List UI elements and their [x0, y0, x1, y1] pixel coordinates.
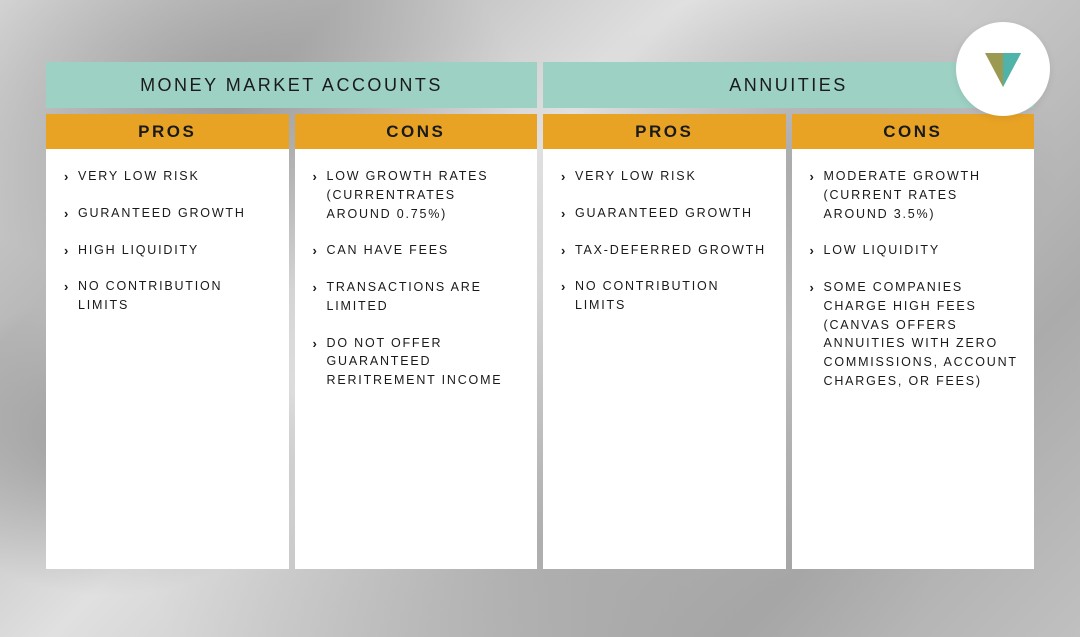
- list-item: High Liquidity: [64, 241, 275, 260]
- list-item: No Contribution Limits: [64, 277, 275, 315]
- list-item-main: Tax-Deferred Growth: [575, 243, 766, 257]
- list-item-main: Moderate Growth: [824, 169, 981, 183]
- list-item-main: Transactions are Limited: [327, 280, 482, 313]
- ann-cons-cell: Moderate Growth (Current rates around 3.5…: [792, 149, 1035, 569]
- subheader-pros-2: Pros: [543, 114, 786, 149]
- subheader-cons-2: Cons: [792, 114, 1035, 149]
- list-item-main: Some companies charge high fees: [824, 280, 977, 313]
- comparison-table: Money Market Accounts Annuities Pros Con…: [46, 62, 1034, 591]
- list-item-main: No Contribution limits: [575, 279, 719, 312]
- list-item: Can Have Fees: [313, 241, 524, 260]
- list-item: Transactions are Limited: [313, 278, 524, 316]
- ann-pros-cell: Very Low Risk Guaranteed Growth Tax-Deferr…: [543, 149, 786, 569]
- list-item: Tax-Deferred Growth: [561, 241, 772, 260]
- mm-pros-cell: Very Low Risk Guranteed Growth High Liquid…: [46, 149, 289, 569]
- list-item-main: Low Growth Rates: [327, 169, 489, 183]
- list-item: Very Low Risk: [64, 167, 275, 186]
- subheader-cons-1: Cons: [295, 114, 538, 149]
- category-header-row: Money Market Accounts Annuities: [46, 62, 1034, 108]
- list-item-sub: (Currentrates around 0.75%): [327, 186, 524, 224]
- list-item-main: High Liquidity: [78, 243, 199, 257]
- list-item-main: No Contribution Limits: [78, 279, 222, 312]
- list-item: Guaranteed Growth: [561, 204, 772, 223]
- content-row: Very Low Risk Guranteed Growth High Liquid…: [46, 149, 1034, 569]
- logo-triangle-icon: [975, 41, 1031, 97]
- subheader-pros-1: Pros: [46, 114, 289, 149]
- list-item-main: Do Not Offer Guaranteed Reritrement inco…: [327, 336, 503, 388]
- mm-cons-cell: Low Growth Rates (Currentrates around 0.7…: [295, 149, 538, 569]
- list-item: Moderate Growth (Current rates around 3.5…: [810, 167, 1021, 223]
- list-item-main: Very Low Risk: [575, 169, 697, 183]
- list-item-sub: (Canvas offers annuities with zero commi…: [824, 316, 1021, 391]
- pros-cons-header-row: Pros Cons Pros Cons: [46, 114, 1034, 149]
- category-money-market: Money Market Accounts: [46, 62, 537, 108]
- list-item: Do Not Offer Guaranteed Reritrement inco…: [313, 334, 524, 390]
- list-item-main: Can Have Fees: [327, 243, 450, 257]
- list-item: Low Liquidity: [810, 241, 1021, 260]
- list-item-main: Guaranteed Growth: [575, 206, 753, 220]
- list-item-sub: (Current rates around 3.5%): [824, 186, 1021, 224]
- list-item-main: Very Low Risk: [78, 169, 200, 183]
- brand-logo: [956, 22, 1050, 116]
- list-item: Guranteed Growth: [64, 204, 275, 223]
- list-item: Some companies charge high fees(Canvas o…: [810, 278, 1021, 391]
- list-item-main: Guranteed Growth: [78, 206, 246, 220]
- list-item: No Contribution limits: [561, 277, 772, 315]
- list-item: Very Low Risk: [561, 167, 772, 186]
- list-item-main: Low Liquidity: [824, 243, 940, 257]
- list-item: Low Growth Rates (Currentrates around 0.7…: [313, 167, 524, 223]
